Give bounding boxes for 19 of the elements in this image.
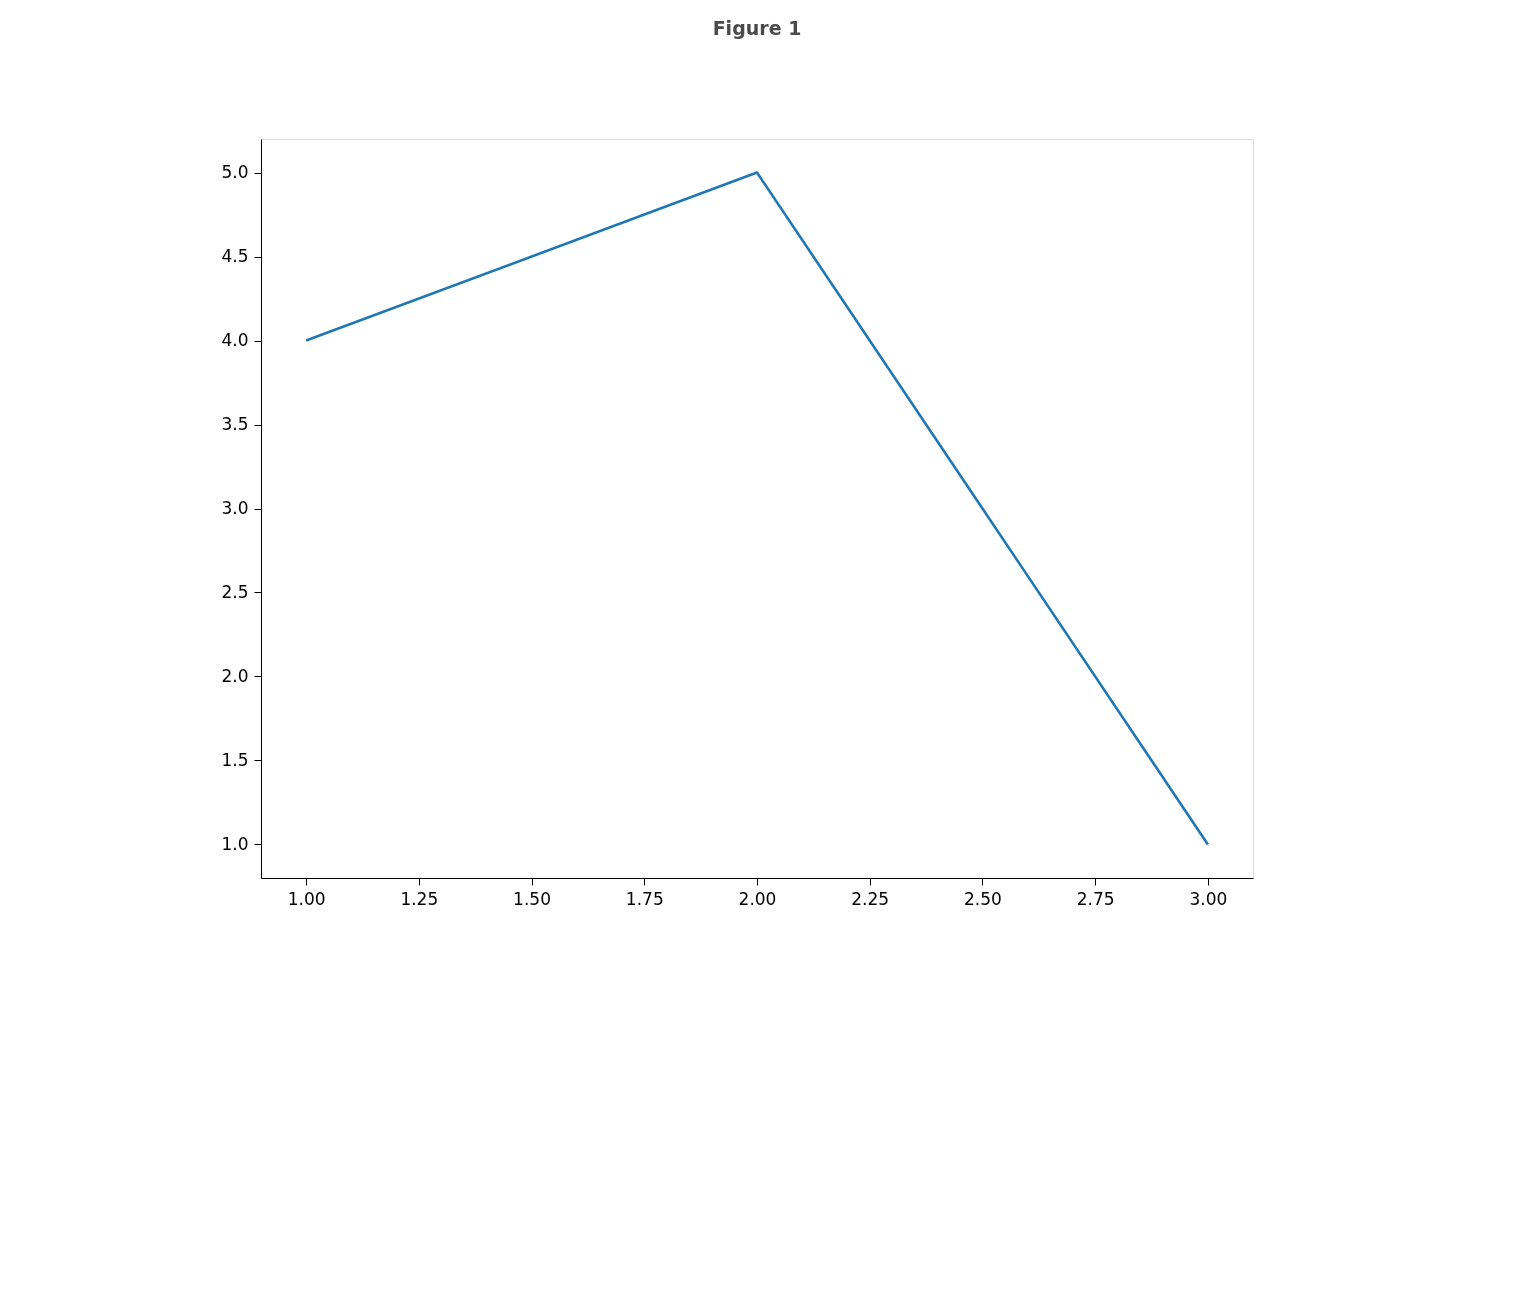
y-tick-label: 2.5 <box>221 581 249 602</box>
y-tick-label: 1.5 <box>221 749 249 770</box>
x-tick-label: 2.75 <box>1076 888 1115 909</box>
y-tick-label: 3.0 <box>221 498 249 518</box>
y-tick-label: 2.0 <box>221 665 249 686</box>
x-tick-label: 2.25 <box>851 888 890 909</box>
x-tick-label: 1.50 <box>513 888 551 909</box>
x-tick-label: 1.75 <box>625 888 664 909</box>
y-tick-label: 5.0 <box>221 162 249 183</box>
y-tick-label: 4.5 <box>221 246 249 267</box>
y-tick-label: 3.5 <box>221 414 249 435</box>
x-tick-label: 1.00 <box>287 888 326 909</box>
x-tick-label: 2.50 <box>964 888 1002 909</box>
y-tick-label: 4.0 <box>221 330 249 351</box>
x-tick-label: 2.00 <box>738 888 777 909</box>
x-tick-label: 1.25 <box>400 888 439 909</box>
y-tick-label: 1.0 <box>221 833 249 854</box>
chart-title: Figure 1 <box>712 17 802 39</box>
x-tick-label: 3.00 <box>1189 888 1228 909</box>
